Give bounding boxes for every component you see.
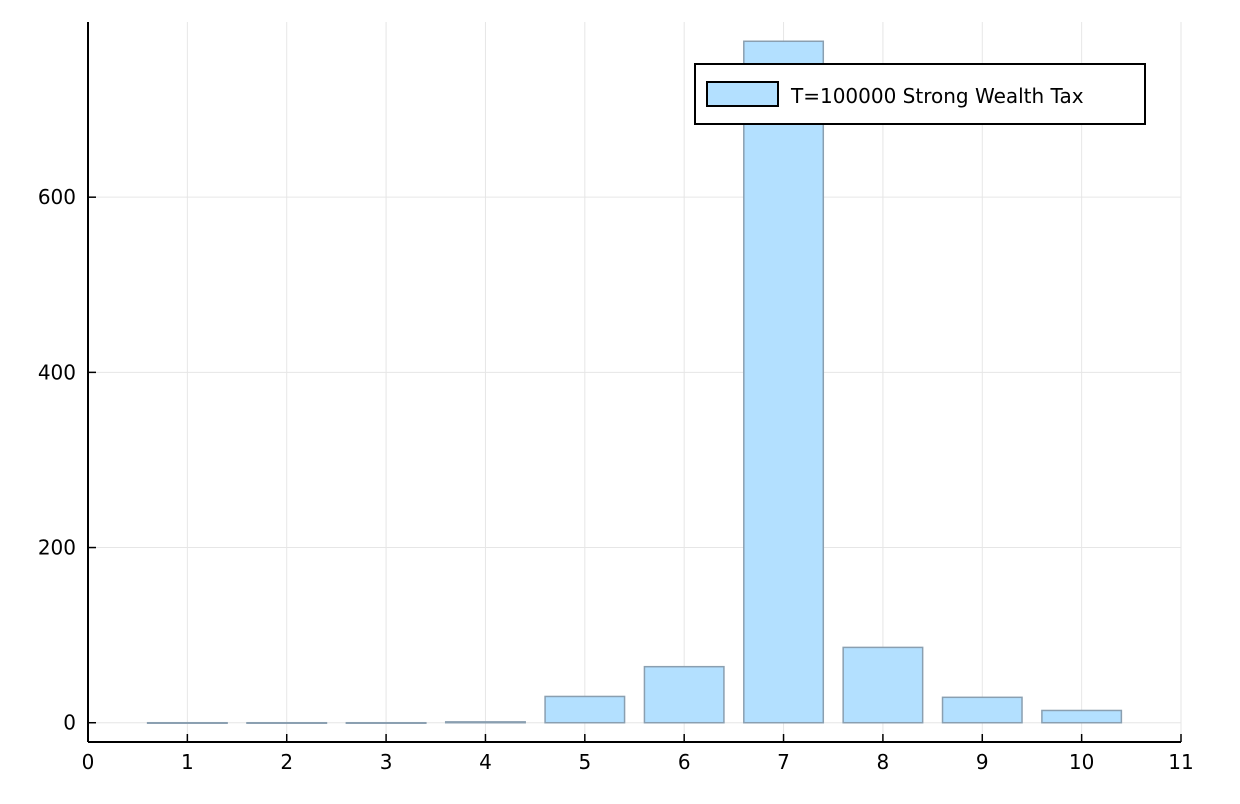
x-axis-ticks: 0 1 2 3 4 5 6 7 8 9 10 11 [82,734,1194,774]
x-tick-label: 1 [181,750,194,774]
bar-series [146,40,1123,724]
x-tick-label: 7 [777,750,790,774]
x-tick-label: 11 [1168,750,1193,774]
x-tick-label: 4 [479,750,492,774]
x-tick-label: 2 [280,750,293,774]
bar [544,695,626,724]
x-tick-label: 8 [877,750,890,774]
y-tick-label: 200 [38,536,76,560]
y-tick-label: 600 [38,185,76,209]
legend-swatch [706,81,779,107]
bar [246,721,328,724]
bar [146,721,228,724]
bar [444,721,526,724]
legend-label: T=100000 Strong Wealth Tax [790,84,1084,108]
x-tick-label: 0 [82,750,95,774]
y-tick-label: 0 [63,711,76,735]
bar [643,665,725,724]
bar [941,696,1023,724]
bar [1041,709,1123,724]
x-tick-label: 5 [578,750,591,774]
y-axis-ticks: 0 200 400 600 [38,185,96,735]
x-tick-label: 3 [380,750,393,774]
bar [345,721,427,724]
y-tick-label: 400 [38,360,76,384]
bar [842,646,924,724]
legend: T=100000 Strong Wealth Tax [694,63,1146,125]
axes [87,22,1181,743]
x-tick-label: 10 [1069,750,1094,774]
grid-lines [87,22,1182,742]
bar [743,40,825,724]
x-tick-label: 6 [678,750,691,774]
x-tick-label: 9 [976,750,989,774]
